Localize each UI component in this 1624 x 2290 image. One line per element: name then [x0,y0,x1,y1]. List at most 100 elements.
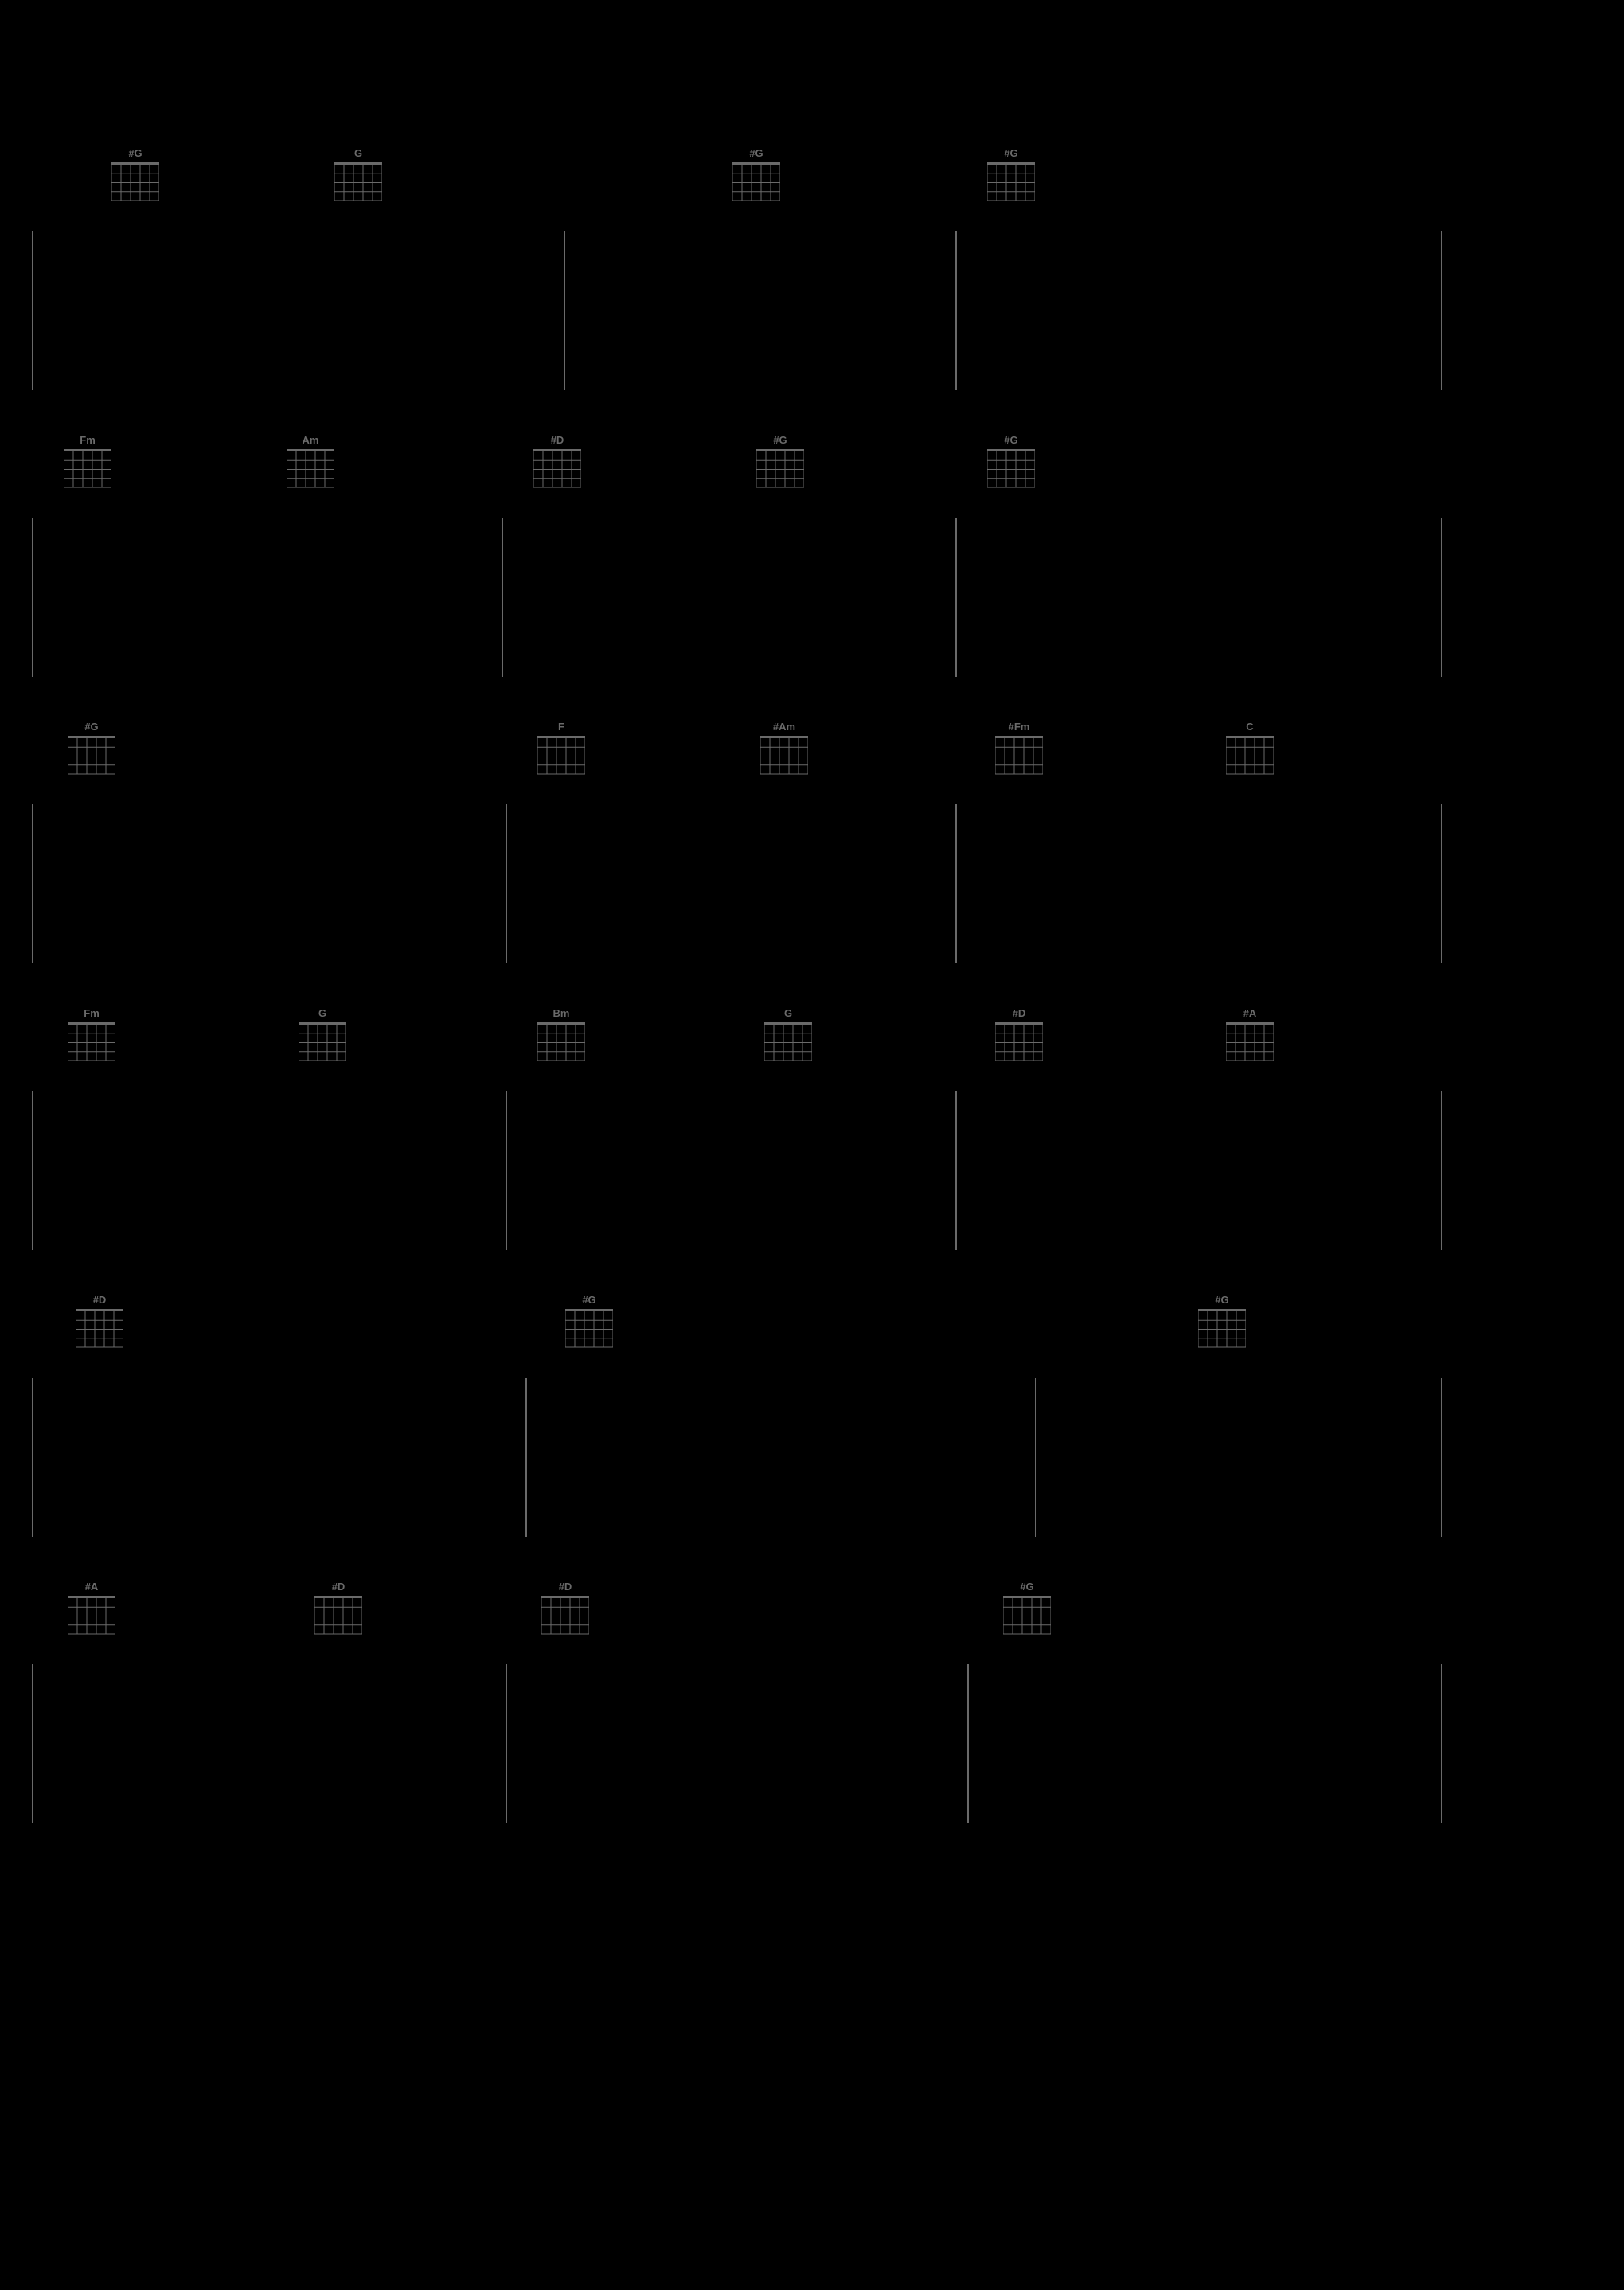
chord-diagram: Fm [68,1007,115,1064]
barline [1441,1091,1442,1250]
chord-grid [537,1022,585,1064]
chord-label: #G [565,1294,613,1306]
chord-label: #D [541,1581,589,1592]
chord-grid [287,449,334,490]
chord-diagram: #G [1198,1294,1246,1350]
chord-diagram: C [1226,721,1274,777]
chord-diagram: #D [76,1294,123,1350]
chord-grid [111,162,159,204]
chord-diagram: F [537,721,585,777]
barline [1441,1664,1442,1823]
chord-diagram: G [764,1007,812,1064]
chord-diagram: Fm [64,434,111,490]
barline [32,518,33,677]
chord-label: #G [987,147,1035,159]
chord-grid [995,1022,1043,1064]
chord-grid [1198,1309,1246,1350]
chord-label: Fm [68,1007,115,1019]
chord-label: C [1226,721,1274,733]
chord-label: #Am [760,721,808,733]
chord-label: #A [68,1581,115,1592]
chord-diagram: #D [314,1581,362,1637]
chord-diagram: G [299,1007,346,1064]
chord-label: #G [1198,1294,1246,1306]
chord-label: #G [987,434,1035,446]
barline [32,1091,33,1250]
chord-grid [299,1022,346,1064]
chord-label: #D [314,1581,362,1592]
chord-diagram: #A [68,1581,115,1637]
barline [1441,1378,1442,1537]
barline [1441,231,1442,390]
chord-diagram: #D [995,1007,1043,1064]
chord-grid [760,736,808,777]
chord-label: #G [1003,1581,1051,1592]
barline [1035,1378,1036,1537]
chord-grid [565,1309,613,1350]
barline [32,1378,33,1537]
chord-grid [1226,736,1274,777]
chord-label: #A [1226,1007,1274,1019]
barline [967,1664,969,1823]
chord-label: #G [732,147,780,159]
barline [32,1664,33,1823]
chord-diagram: #G [987,434,1035,490]
chord-label: Am [287,434,334,446]
barline [506,1091,507,1250]
chord-label: G [764,1007,812,1019]
chord-grid [68,736,115,777]
chord-diagram: #G [565,1294,613,1350]
chord-label: G [299,1007,346,1019]
barline [1441,518,1442,677]
chord-grid [537,736,585,777]
chord-label: #G [111,147,159,159]
chord-grid [732,162,780,204]
chord-grid [756,449,804,490]
barline [32,231,33,390]
barline [506,1664,507,1823]
chord-label: #G [756,434,804,446]
chord-grid [1226,1022,1274,1064]
chord-label: #D [995,1007,1043,1019]
barline [955,804,957,963]
chord-label: #G [68,721,115,733]
chord-grid [987,162,1035,204]
chord-grid [68,1022,115,1064]
chord-label: Bm [537,1007,585,1019]
chord-diagram: #Am [760,721,808,777]
chord-label: Fm [64,434,111,446]
chord-diagram: Bm [537,1007,585,1064]
barline [1441,804,1442,963]
barline [955,518,957,677]
chord-label: F [537,721,585,733]
chord-grid [541,1596,589,1637]
chord-diagram: #Fm [995,721,1043,777]
chord-grid [987,449,1035,490]
chord-grid [76,1309,123,1350]
barline [955,231,957,390]
chord-grid [314,1596,362,1637]
chord-diagram: #A [1226,1007,1274,1064]
chord-diagram: #D [533,434,581,490]
barline [955,1091,957,1250]
chord-label: G [334,147,382,159]
chord-grid [334,162,382,204]
chord-label: #D [533,434,581,446]
chord-grid [764,1022,812,1064]
chord-label: #Fm [995,721,1043,733]
chord-diagram: #G [756,434,804,490]
chord-diagram: #G [68,721,115,777]
chord-grid [533,449,581,490]
chord-grid [1003,1596,1051,1637]
chord-diagram: #D [541,1581,589,1637]
chord-diagram: #G [111,147,159,204]
chord-grid [64,449,111,490]
chord-diagram: #G [732,147,780,204]
barline [525,1378,527,1537]
barline [32,804,33,963]
chord-diagram: #G [987,147,1035,204]
chord-grid [995,736,1043,777]
chord-grid [68,1596,115,1637]
chord-diagram: #G [1003,1581,1051,1637]
barline [564,231,565,390]
